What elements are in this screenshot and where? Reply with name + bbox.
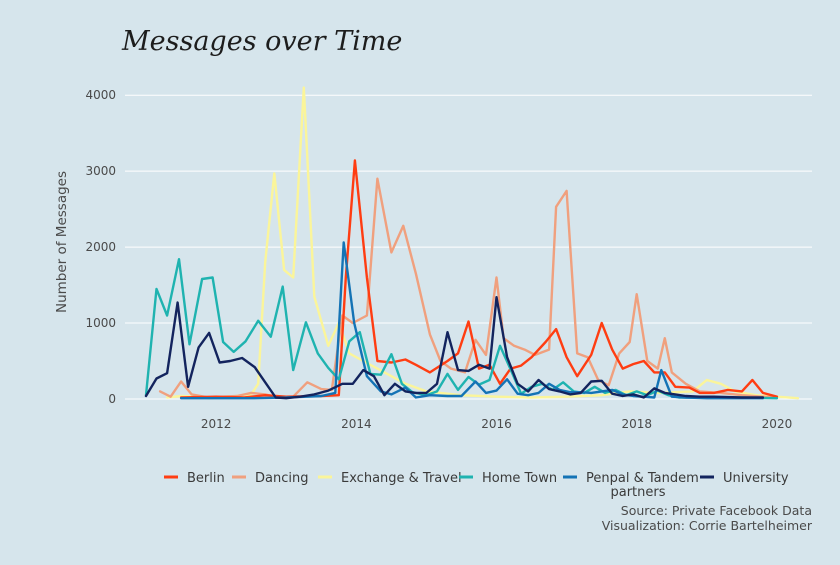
y-tick-label: 0 <box>108 392 116 406</box>
legend-label-exchange-travel: Exchange & Travel <box>341 471 462 486</box>
series-line-penpal-tandem-partners <box>179 241 765 400</box>
legend-label-berlin: Berlin <box>187 471 225 486</box>
series-line-berlin <box>179 159 779 399</box>
series-lines <box>144 86 800 400</box>
legend-label-dancing: Dancing <box>255 471 308 486</box>
x-tick-label: 2016 <box>481 417 512 431</box>
caption-source: Source: Private Facebook Data <box>621 503 812 518</box>
x-axis-ticks: 2012 2014 2016 2018 2020 <box>201 417 792 431</box>
chart-title: Messages over Time <box>121 26 402 57</box>
x-tick-label: 2018 <box>621 417 652 431</box>
legend-label-university: University <box>723 471 789 486</box>
legend-label-home-town: Home Town <box>482 471 557 486</box>
y-tick-label: 2000 <box>85 240 116 254</box>
legend-label-penpal-tandem-partners: Penpal & Tandem <box>586 471 699 486</box>
y-axis-ticks: 0 1000 2000 3000 4000 <box>85 88 116 406</box>
caption-visualization: Visualization: Corrie Bartelheimer <box>602 518 813 533</box>
legend: Berlin Dancing Exchange & Travel Home Town P… <box>164 471 789 500</box>
series-line-university <box>144 296 765 400</box>
y-tick-label: 1000 <box>85 316 116 330</box>
y-axis-label: Number of Messages <box>54 171 70 313</box>
x-tick-label: 2014 <box>341 417 372 431</box>
x-tick-label: 2012 <box>201 417 232 431</box>
legend-label-penpal-tandem-partners: partners <box>610 485 665 500</box>
x-tick-label: 2020 <box>762 417 793 431</box>
y-tick-label: 3000 <box>85 164 116 178</box>
y-tick-label: 4000 <box>85 88 116 102</box>
